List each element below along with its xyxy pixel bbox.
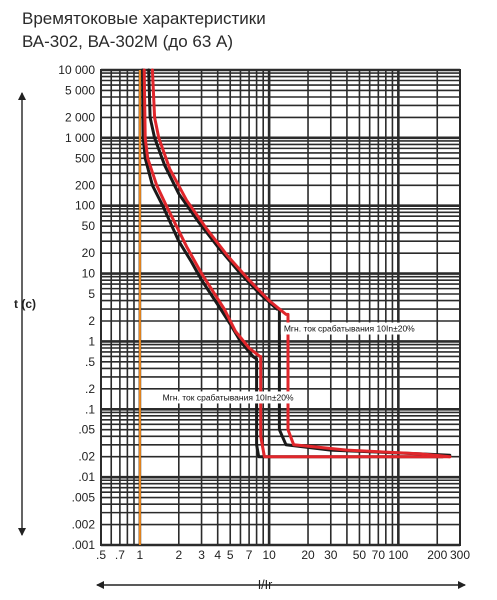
annotation-background <box>280 322 419 335</box>
y-tick-label: 2 <box>88 314 95 328</box>
y-tick-label: .001 <box>72 538 96 552</box>
annotation-background <box>159 391 297 404</box>
x-tick-label: 200 <box>427 548 447 562</box>
chart-title-line-2: ВА-302, ВА-302М (до 63 А) <box>22 32 233 51</box>
annotation-layer: Мгн. ток срабатывания 10In±20% Мгн. ток с… <box>159 322 419 404</box>
y-tick-label: 2 000 <box>65 110 95 124</box>
x-tick-label: 70 <box>372 548 386 562</box>
y-tick-label: .01 <box>78 470 95 484</box>
y-tick-label: .02 <box>78 450 95 464</box>
x-tick-label: 5 <box>227 548 234 562</box>
annotation-label-2: Мгн. ток срабатывания 10In±20% <box>163 392 294 402</box>
series-4-curve <box>150 68 452 459</box>
y-tick-label: .5 <box>85 355 95 369</box>
series-1-curve <box>141 68 445 459</box>
y-tick-label: 20 <box>82 246 96 260</box>
x-tick-label: 30 <box>324 548 338 562</box>
y-tick-label: 1 000 <box>65 131 95 145</box>
y-tick-label: 500 <box>75 151 95 165</box>
y-tick-label: 1 <box>88 334 95 348</box>
plot-frame <box>100 69 461 546</box>
chart-title-line-1: Времятоковые характеристики <box>22 9 266 28</box>
y-tick-label: 100 <box>75 199 95 213</box>
x-tick-label: 100 <box>388 548 408 562</box>
x-tick-label: 4 <box>214 548 221 562</box>
x-tick-label: .5 <box>96 548 106 562</box>
x-tick-label: 300 <box>450 548 470 562</box>
y-tick-label: 10 000 <box>58 63 95 77</box>
tick-label-layer: 10 000 5 000 2 000 1 000 500 200 100 50 20 10 5 2 1.… <box>58 63 470 562</box>
y-tick-label: .05 <box>78 423 95 437</box>
x-tick-label: 20 <box>301 548 315 562</box>
x-tick-label: 7 <box>246 548 253 562</box>
y-tick-label: 200 <box>75 178 95 192</box>
y-tick-label: 10 <box>82 267 96 281</box>
x-tick-label: 10 <box>262 548 276 562</box>
x-tick-label: 50 <box>353 548 367 562</box>
y-tick-label: .002 <box>72 518 96 532</box>
y-tick-label: .005 <box>72 491 96 505</box>
x-tick-label: 1 <box>137 548 144 562</box>
y-tick-label: 50 <box>82 219 96 233</box>
y-axis-title: t (c) <box>14 297 36 311</box>
x-tick-label: .7 <box>115 548 125 562</box>
x-tick-label: 3 <box>198 548 205 562</box>
y-tick-label: 5 000 <box>65 83 95 97</box>
x-axis-title: I/Ir <box>258 578 273 592</box>
series-2-curve <box>142 68 452 459</box>
x-tick-label: 2 <box>175 548 182 562</box>
y-tick-label: .1 <box>85 402 95 416</box>
annotation-label-1: Мгн. ток срабатывания 10In±20% <box>284 324 415 334</box>
y-tick-label: .2 <box>85 382 95 396</box>
series-layer <box>141 68 452 459</box>
y-tick-label: 5 <box>88 287 95 301</box>
